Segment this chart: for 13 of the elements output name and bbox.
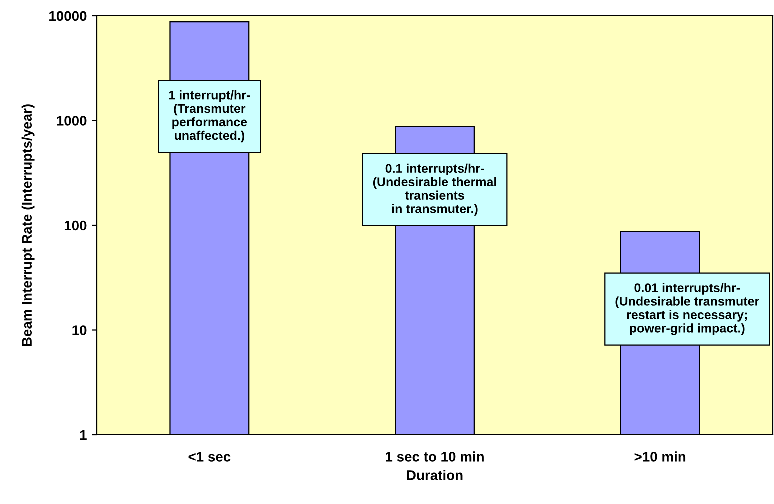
annotation: 1 interrupt/hr- (Transmuter performance unaffected.) — [169, 90, 250, 143]
annotation: 0.01 interrupts/hr- (Undesirable transmuter restart is necessary; power-grid impact.) — [616, 283, 760, 336]
y-tick-label: 10 — [72, 326, 87, 336]
y-axis-title: Beam Interrupt Rate (Interrupts/year) — [22, 104, 35, 346]
annotation: 0.1 interrupts/hr- (Undesirable thermal transients in transmuter.) — [373, 164, 496, 216]
y-tick-label: 10000 — [50, 11, 87, 22]
x-tick-label: >10 min — [634, 452, 686, 462]
y-tick-label: 1000 — [57, 116, 87, 126]
y-tick-label: 1 — [80, 430, 87, 440]
x-tick-label: <1 sec — [188, 452, 231, 462]
y-tick-label: 100 — [64, 220, 87, 231]
x-tick-label: 1 sec to 10 min — [386, 452, 484, 462]
x-axis-title: Duration — [407, 470, 463, 480]
